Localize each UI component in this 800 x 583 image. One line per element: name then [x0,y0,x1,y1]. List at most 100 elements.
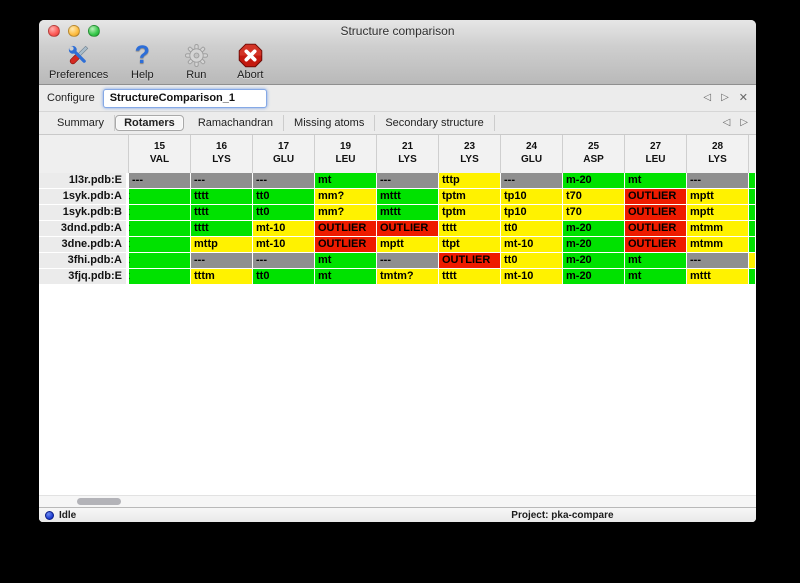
rotamer-cell[interactable]: tp10 [501,205,563,221]
run-button[interactable]: Run [176,42,216,81]
rotamer-cell[interactable]: mm? [315,189,377,205]
rotamer-cell[interactable]: tt0 [501,221,563,237]
rotamer-cell[interactable]: OUTLIER [625,205,687,221]
rotamer-cell[interactable]: --- [687,173,749,189]
rotamer-cell[interactable]: t [129,189,191,205]
next-config-icon[interactable]: ▷ [721,92,729,103]
next-tab-icon[interactable]: ▷ [740,117,748,128]
rotamer-cell[interactable]: tttt [191,189,253,205]
rotamer-cell[interactable]: mt [625,253,687,269]
column-header[interactable]: 19 LEU [315,135,377,173]
row-label[interactable]: 3fjq.pdb:E [39,269,129,285]
rotamer-cell[interactable]: --- [501,173,563,189]
prev-config-icon[interactable]: ◁ [703,92,712,103]
rotamer-cell[interactable]: tttp [439,173,501,189]
rotamer-cell[interactable]: mptt [377,237,439,253]
tab-secondary-structure[interactable]: Secondary structure [375,115,495,131]
rotamer-cell[interactable]: m-20 [563,253,625,269]
rotamer-cell[interactable]: m-20 [563,269,625,285]
rotamer-cell[interactable]: mptt [687,189,749,205]
rotamer-cell[interactable]: m-20 [563,173,625,189]
rotamer-cell[interactable]: --- [253,173,315,189]
rotamer-cell[interactable]: OUTLIER [625,189,687,205]
rotamer-cell[interactable]: mt-10 [253,237,315,253]
rotamer-cell[interactable]: t [129,253,191,269]
horizontal-scrollbar[interactable] [39,495,756,508]
rotamer-cell[interactable]: OUTLIER [439,253,501,269]
help-button[interactable]: ? Help [122,42,162,81]
rotamer-cell[interactable]: mt [625,269,687,285]
rotamer-cell[interactable]: tt0 [253,189,315,205]
rotamer-cell[interactable]: tmtm? [377,269,439,285]
prev-tab-icon[interactable]: ◁ [722,117,731,128]
rotamer-cell[interactable]: tt0 [253,269,315,285]
row-label[interactable]: 3fhi.pdb:A [39,253,129,269]
rotamer-cell[interactable]: mm? [315,205,377,221]
rotamer-cell[interactable]: t [129,205,191,221]
rotamer-cell[interactable]: OUTLIER [625,237,687,253]
rotamer-cell[interactable]: mptt [687,205,749,221]
column-header[interactable]: 24 GLU [501,135,563,173]
rotamer-cell[interactable]: mt-10 [501,237,563,253]
rotamer-cell[interactable]: mtmm [687,237,749,253]
rotamer-cell[interactable]: t [129,237,191,253]
rotamer-cell[interactable]: m-20 [563,221,625,237]
rotamer-cell[interactable]: tt0 [501,253,563,269]
tab-missing-atoms[interactable]: Missing atoms [284,115,376,131]
rotamer-cell[interactable]: mt-10 [501,269,563,285]
rotamer-cell[interactable]: tttm [191,269,253,285]
column-header[interactable]: 23 LYS [439,135,501,173]
rotamer-cell[interactable]: mttp [191,237,253,253]
rotamer-cell[interactable]: mt [625,173,687,189]
rotamer-cell[interactable]: --- [191,173,253,189]
rotamer-cell[interactable]: --- [129,173,191,189]
rotamer-cell[interactable]: tttt [439,269,501,285]
column-header[interactable]: 15 VAL [129,135,191,173]
rotamer-cell[interactable]: t70 [563,205,625,221]
column-header[interactable]: 21 LYS [377,135,439,173]
rotamer-cell[interactable]: mt [315,173,377,189]
rotamer-cell[interactable]: mttt [687,269,749,285]
titlebar[interactable]: Structure comparison [39,20,756,41]
preferences-button[interactable]: Preferences [49,42,108,81]
column-header[interactable]: 28 LYS [687,135,749,173]
rotamer-cell[interactable]: mttt [377,205,439,221]
rotamer-cell[interactable]: t [129,269,191,285]
rotamer-cell[interactable]: m-20 [563,237,625,253]
row-label[interactable]: 1l3r.pdb:E [39,173,129,189]
configure-name-input[interactable] [102,88,267,108]
rotamer-cell[interactable]: mttt [377,189,439,205]
rotamer-cell[interactable]: tttt [191,205,253,221]
rotamer-cell[interactable]: ttpt [439,237,501,253]
minimize-window-button[interactable] [68,25,80,37]
tab-summary[interactable]: Summary [47,115,116,131]
rotamer-cell[interactable]: --- [377,173,439,189]
row-label[interactable]: 1syk.pdb:A [39,189,129,205]
scrollbar-thumb[interactable] [77,498,121,505]
rotamer-cell[interactable]: --- [377,253,439,269]
tab-ramachandran[interactable]: Ramachandran [188,115,285,131]
rotamer-cell[interactable]: t [129,221,191,237]
rotamer-cell[interactable]: mt-10 [253,221,315,237]
rotamer-cell[interactable]: --- [687,253,749,269]
rotamer-cell[interactable]: tttt [191,221,253,237]
rotamer-cell[interactable]: tt0 [253,205,315,221]
rotamer-cell[interactable]: mtmm [687,221,749,237]
rotamer-cell[interactable]: tptm [439,205,501,221]
tab-rotamers[interactable]: Rotamers [115,115,184,131]
rotamer-cell[interactable]: tttt [439,221,501,237]
rotamer-cell[interactable]: mt [315,269,377,285]
rotamer-cell[interactable]: tptm [439,189,501,205]
column-header[interactable]: 25 ASP [563,135,625,173]
close-window-button[interactable] [48,25,60,37]
rotamer-cell[interactable]: OUTLIER [315,237,377,253]
rotamer-cell[interactable]: OUTLIER [625,221,687,237]
rotamer-cell[interactable]: mt [315,253,377,269]
rotamer-cell[interactable]: --- [191,253,253,269]
rotamer-cell[interactable]: --- [253,253,315,269]
rotamer-cell[interactable]: OUTLIER [315,221,377,237]
zoom-window-button[interactable] [88,25,100,37]
abort-button[interactable]: Abort [230,42,270,81]
rotamer-cell[interactable]: tp10 [501,189,563,205]
close-config-icon[interactable]: ✕ [738,92,748,104]
